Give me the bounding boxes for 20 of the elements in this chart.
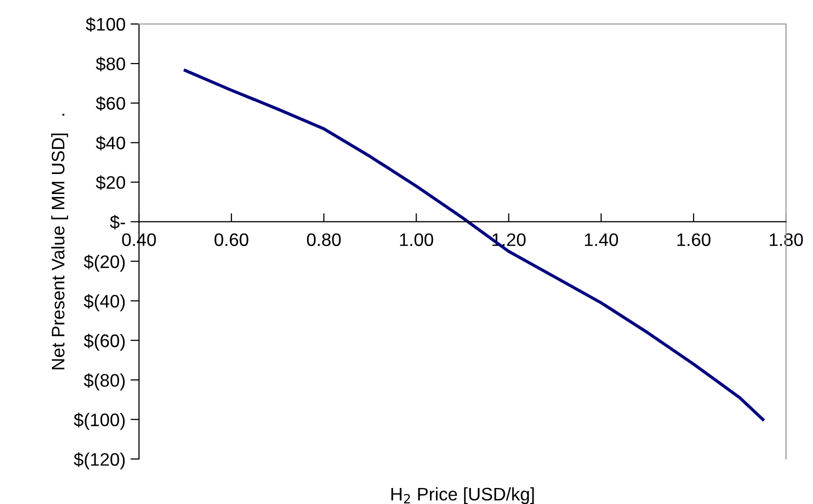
y-tick-label: $20	[96, 175, 126, 190]
y-tick-label: $(20)	[84, 254, 125, 272]
y-tick-label: $100	[86, 17, 126, 32]
y-tick-label: $(40)	[84, 294, 125, 312]
x-tick-label: 1.40	[584, 233, 618, 246]
y-tick-label: $60	[96, 96, 126, 111]
x-tick-label: 0.80	[306, 233, 341, 246]
y-tick-label: $40	[96, 136, 126, 150]
y-tick-label: $80	[96, 56, 126, 72]
x-tick-label: 0.60	[214, 233, 248, 246]
y-tick-label: $(80)	[84, 373, 125, 390]
line-series	[184, 68, 764, 421]
y-tick-label: $(120)	[74, 452, 125, 470]
y-tick-label: $(100)	[74, 412, 125, 430]
y-tick-label: $-	[110, 214, 126, 230]
y-axis-title: Net Present Value [ MM USD] .	[51, 114, 68, 370]
y-tick-label: $(60)	[84, 334, 125, 351]
x-tick-label: 1.60	[677, 233, 710, 246]
x-axis-title: H$_{2}$ Price [USD/kg]	[391, 487, 534, 504]
x-tick-label: 1.00	[400, 233, 434, 246]
